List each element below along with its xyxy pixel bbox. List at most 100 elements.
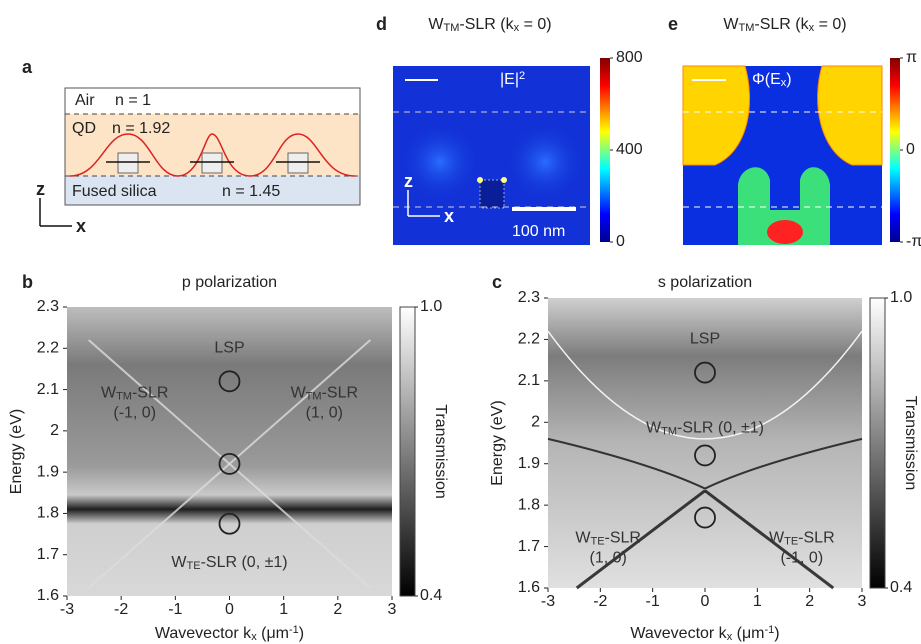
colorbar-label: Transmission [902,396,919,491]
annotation: LSP [214,340,244,357]
y-axis-label: Energy (eV) [489,400,506,485]
phase-map [682,65,883,245]
panel-title: WTM-SLR (kx = 0) [428,16,551,33]
colorbar [600,58,610,242]
colorbar-tick-label: -π [906,233,921,250]
script-text: x [251,631,257,643]
text-part: (-1, 0) [113,405,156,422]
marker-circle [694,361,716,384]
script-text: TM [306,390,322,402]
y-tick-label: 1.7 [518,538,540,555]
script-text: TE [590,535,604,547]
script-text: -1 [289,624,299,636]
colorbar-tick-label: 400 [616,141,643,158]
layer-name: Air [75,92,95,109]
annotation: WTM-SLR (0, ±1) [646,420,764,437]
x-tick-label: 0 [225,601,234,618]
script-text: TE [187,560,201,572]
phase-region [738,167,830,245]
annotation: WTE-SLR (0, ±1) [171,554,287,571]
hotspot [501,177,507,183]
x-tick-label: -2 [114,601,128,618]
quantity-label: |E|2 [500,70,525,88]
script-text: TM [116,390,132,402]
layer-index: n = 1.45 [222,183,280,200]
hotspot [477,177,483,183]
text-part: W [646,420,662,437]
annotation: (-1, 0) [113,405,156,422]
panel-label: a [22,57,33,77]
text-part: = 0) [814,16,846,33]
colorbar-tick-label: 0.4 [890,579,912,596]
text-part: -SLR [798,530,834,547]
text-part: -SLR [322,385,358,402]
heatmap [548,298,862,588]
y-tick-label: 2.3 [37,298,59,315]
dispersion-feature [704,489,835,590]
text-part: ) [299,625,304,642]
colorbar-tick-label: 0.4 [420,587,442,604]
y-tick-label: 1.9 [518,455,540,472]
text-part: W [723,16,739,33]
annotation: WTM-SLR [101,385,168,402]
phase-region [767,220,803,244]
text-part: |E| [500,71,519,88]
script-text: TE [784,535,798,547]
panel-label: c [492,272,502,292]
layer-index: n = 1 [115,92,151,109]
script-text: x [809,22,815,34]
text-part: W [428,16,444,33]
axis-x: x [76,216,86,236]
dispersion-feature [547,437,863,490]
marker-circle [218,512,241,535]
text-part: -SLR (k [754,16,809,33]
dispersion-feature [575,489,706,590]
axis-x: x [444,206,454,226]
dispersion-feature [547,330,863,440]
field-blob [400,122,480,202]
text-part: -SLR (0, ±1) [677,420,764,437]
x-tick-label: 3 [388,601,397,618]
text-part: (μm [257,625,289,642]
x-axis-label: Wavevector kx (μm-1) [630,624,779,643]
colorbar-tick-label: π [906,49,917,66]
text-part: W [769,530,785,547]
annotation: WTM-SLR [291,385,358,402]
script-text: TM [661,425,677,437]
text-part: (-1, 0) [780,550,823,567]
colorbar-tick-label: 800 [616,49,643,66]
text-part: Φ(E [752,71,781,88]
particle [117,152,139,174]
y-tick-label: 2.2 [37,340,59,357]
y-tick-label: 1.8 [37,505,59,522]
dispersion-feature [88,339,371,589]
x-tick-label: 1 [279,601,288,618]
x-tick-label: -1 [168,601,182,618]
script-text: x [727,631,733,643]
y-tick-label: 2.1 [518,372,540,389]
axis-z: z [36,179,45,199]
script-text: x [781,77,787,89]
layer-name: Fused silica [72,183,157,200]
y-tick-label: 2 [531,414,540,431]
x-tick-label: -1 [646,593,660,610]
text-part: LSP [214,340,244,357]
script-text: -1 [765,624,775,636]
y-tick-label: 1.9 [37,463,59,480]
quantity-label: Φ(Ex) [752,71,792,88]
y-axis-label: Energy (eV) [8,409,25,494]
text-part: W [101,385,117,402]
heatmap [67,307,392,596]
text-part: -SLR (k [459,16,514,33]
y-tick-label: 2.1 [37,381,59,398]
y-tick-label: 1.8 [518,496,540,513]
particle [479,179,505,209]
text-part: W [291,385,307,402]
scale-bar-label: 100 nm [512,223,565,240]
script-text: TM [444,22,460,34]
axis-z: z [404,171,413,191]
box [64,87,361,206]
annotation: (1, 0) [590,550,627,567]
layer-silica [65,176,360,205]
